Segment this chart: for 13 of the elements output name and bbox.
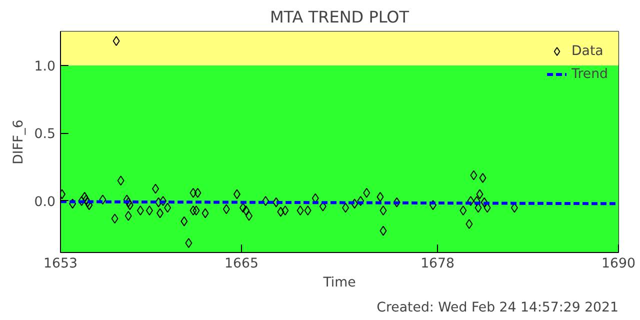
x-tick-label: 1690	[602, 256, 636, 272]
x-tick-label: 1665	[224, 256, 258, 272]
y-tick-label: 1.0	[34, 59, 56, 74]
legend-label: Data	[572, 44, 604, 58]
y-tick-label: 0.5	[34, 127, 56, 142]
x-tick-label: 1653	[44, 256, 78, 272]
x-tick-label: 1678	[420, 256, 454, 272]
legend-label: Trend	[572, 66, 608, 82]
x-axis-title: Time	[322, 276, 356, 290]
chart-title: MTA TREND PLOT	[270, 8, 410, 26]
text: Created: Wed Feb 24 14:57:29 2021	[376, 300, 619, 316]
y-axis-title: DIFF_6	[11, 120, 26, 164]
y-tick-label: 0.0	[34, 194, 56, 210]
